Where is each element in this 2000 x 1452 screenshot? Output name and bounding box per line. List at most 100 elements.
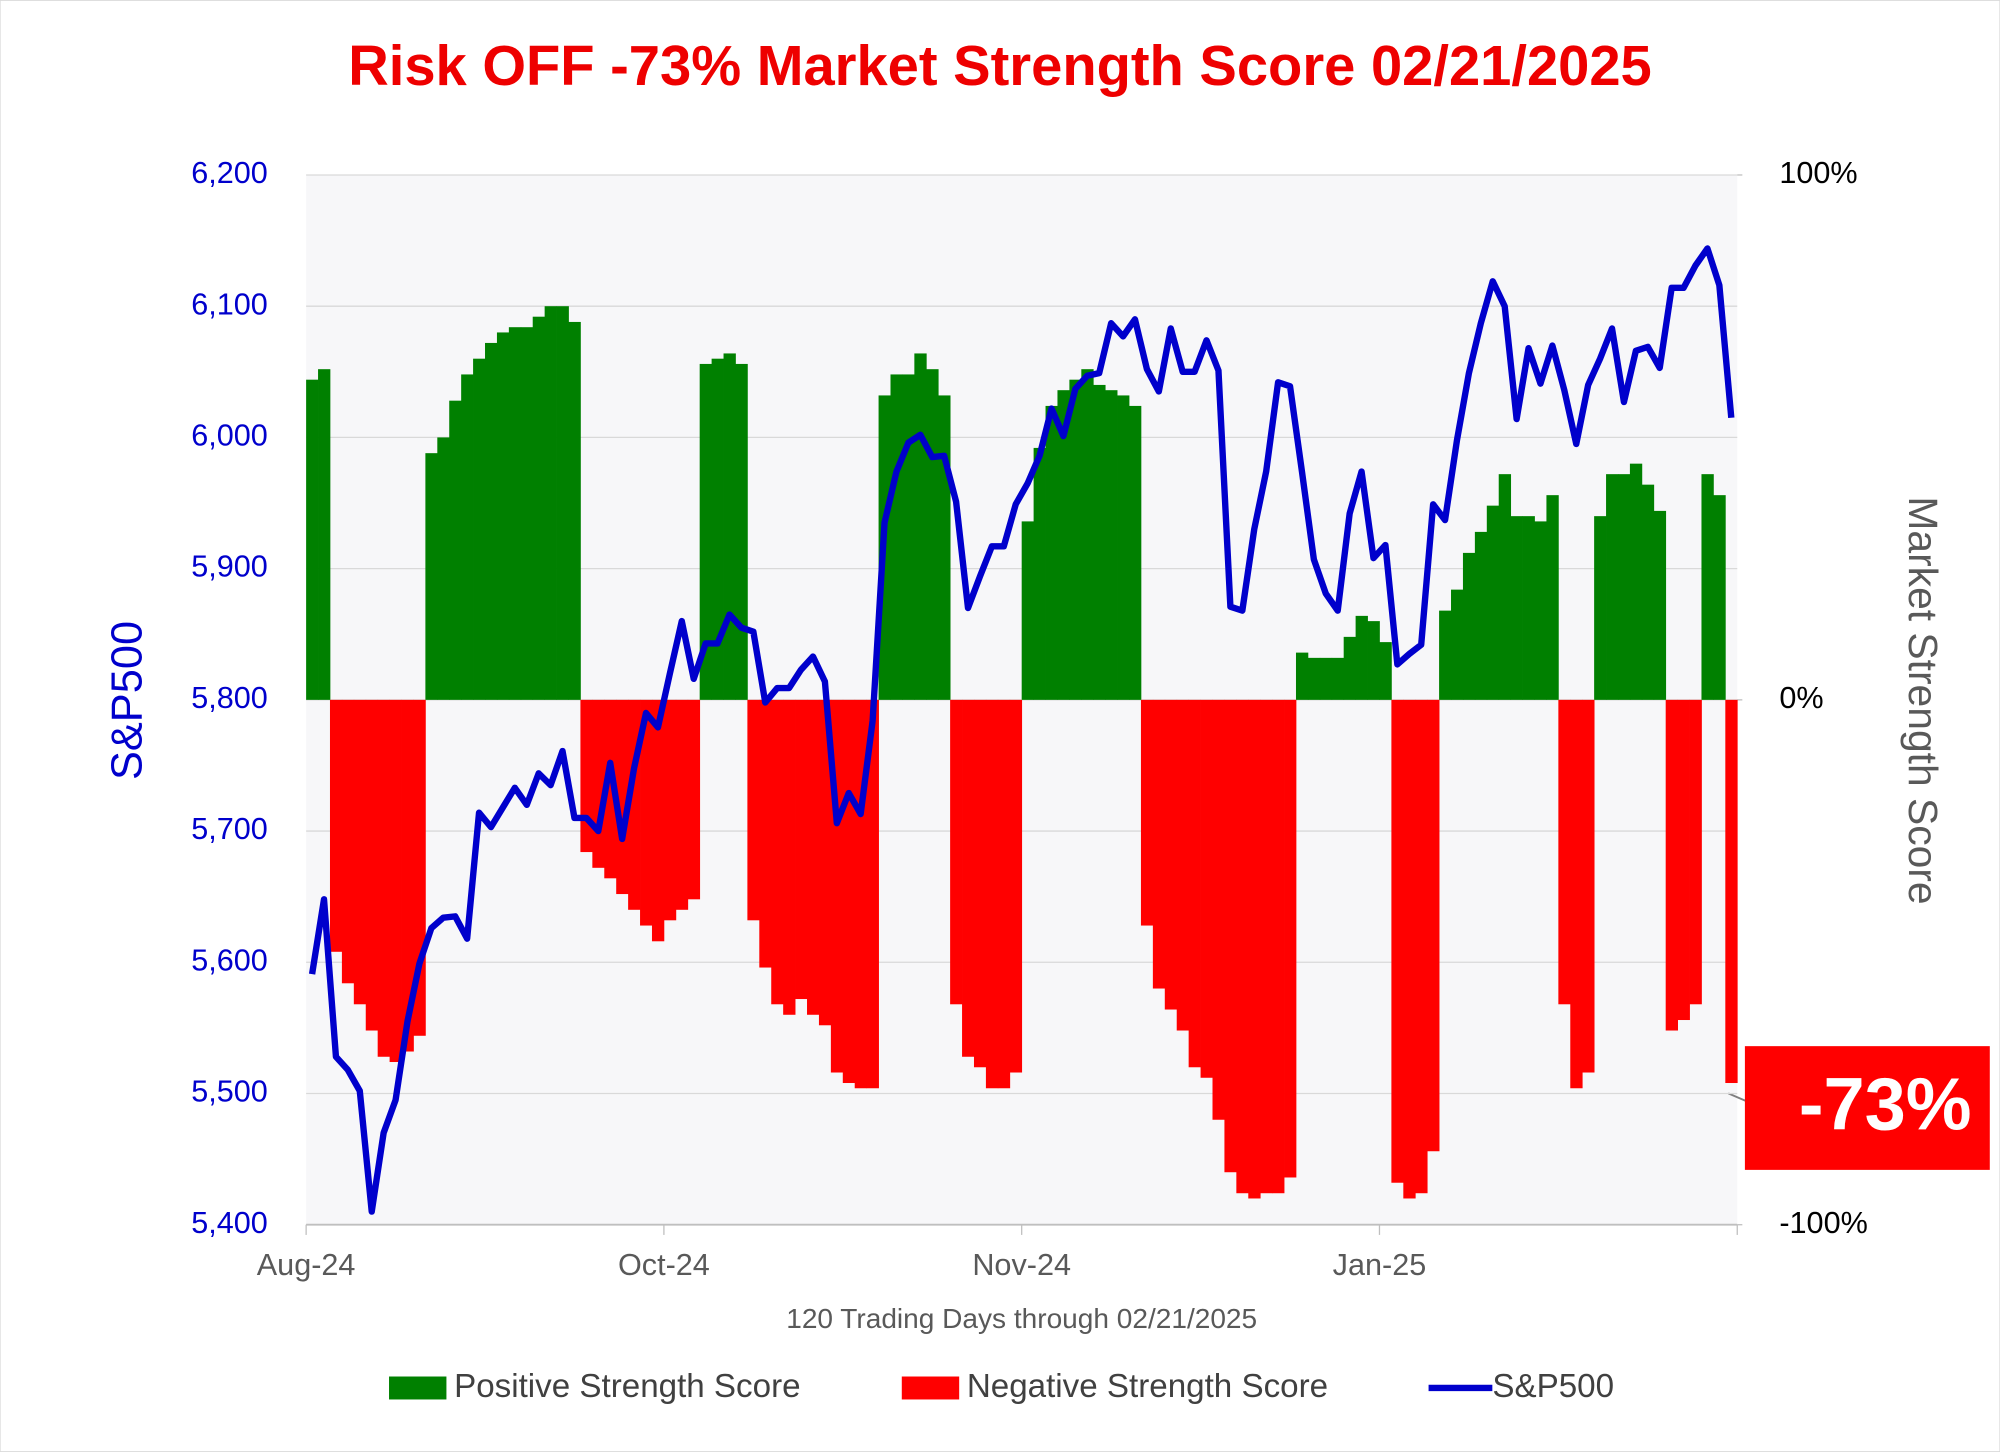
y-axis-label: S&P500 bbox=[104, 621, 152, 780]
bar bbox=[1725, 699, 1738, 1084]
bar bbox=[1176, 699, 1190, 1031]
bar bbox=[640, 699, 653, 926]
bar bbox=[461, 374, 474, 700]
bar bbox=[1522, 516, 1535, 700]
bar bbox=[1379, 642, 1392, 700]
bar bbox=[1439, 610, 1452, 700]
y-tick-label: 6,200 bbox=[191, 156, 268, 190]
bar bbox=[449, 400, 462, 700]
bar bbox=[711, 358, 724, 700]
bar bbox=[866, 699, 879, 1089]
bar bbox=[687, 699, 701, 900]
bar bbox=[1212, 699, 1225, 1120]
bar bbox=[437, 437, 450, 700]
legend-swatch bbox=[901, 1376, 960, 1400]
bar bbox=[1427, 699, 1440, 1152]
bar bbox=[1117, 395, 1130, 700]
bar bbox=[1188, 699, 1201, 1068]
bar bbox=[1510, 516, 1523, 700]
bar bbox=[1677, 699, 1690, 1021]
bar bbox=[663, 699, 677, 921]
y-tick-label: 5,400 bbox=[191, 1206, 268, 1240]
bar bbox=[962, 699, 975, 1057]
bar bbox=[1319, 657, 1333, 700]
bar bbox=[973, 699, 987, 1068]
y2-tick-label: -100% bbox=[1779, 1206, 1867, 1240]
bar bbox=[1498, 474, 1512, 700]
bar bbox=[1260, 699, 1273, 1194]
y-tick-label: 6,100 bbox=[191, 287, 268, 321]
bar bbox=[1546, 495, 1559, 700]
bar bbox=[1617, 474, 1631, 700]
bar bbox=[1200, 699, 1213, 1078]
legend-label: S&P500 bbox=[1492, 1368, 1614, 1405]
bar bbox=[473, 358, 486, 700]
bar bbox=[1009, 699, 1023, 1073]
bar bbox=[1486, 505, 1500, 700]
bar bbox=[580, 699, 593, 853]
bar bbox=[1713, 495, 1726, 700]
bar bbox=[401, 699, 414, 1052]
bar bbox=[902, 374, 915, 700]
bar bbox=[1653, 510, 1667, 700]
bar bbox=[1033, 447, 1046, 700]
bar bbox=[759, 699, 772, 968]
bar bbox=[341, 699, 355, 984]
legend-label: Negative Strength Score bbox=[967, 1368, 1328, 1405]
bar bbox=[1272, 699, 1285, 1194]
bar bbox=[1343, 636, 1356, 700]
bar bbox=[699, 363, 712, 700]
bar bbox=[353, 699, 367, 1005]
bar bbox=[1140, 699, 1154, 926]
bar bbox=[306, 379, 319, 700]
y-tick-label: 5,700 bbox=[191, 812, 268, 846]
bar bbox=[1701, 474, 1714, 700]
bar bbox=[1021, 521, 1034, 700]
x-tick-label: Aug-24 bbox=[257, 1248, 356, 1282]
bar bbox=[1689, 699, 1702, 1005]
bar bbox=[914, 353, 927, 700]
bar bbox=[485, 342, 498, 700]
bar bbox=[1236, 699, 1249, 1194]
bar bbox=[318, 369, 331, 700]
y2-axis-label: Market Strength Score bbox=[1900, 496, 1946, 904]
bar bbox=[1355, 615, 1368, 700]
bar bbox=[1629, 463, 1643, 700]
bar bbox=[1295, 652, 1309, 700]
bar bbox=[723, 353, 736, 700]
bar bbox=[568, 321, 581, 700]
bar bbox=[675, 699, 689, 910]
bar bbox=[807, 699, 820, 1015]
bar bbox=[747, 699, 760, 921]
bar bbox=[1582, 699, 1595, 1073]
x-tick-label: Jan-25 bbox=[1333, 1248, 1427, 1282]
bar bbox=[1367, 621, 1380, 700]
bar bbox=[365, 699, 379, 1031]
bar bbox=[1105, 390, 1118, 700]
y2-tick-label: 100% bbox=[1779, 156, 1857, 190]
bar bbox=[1057, 390, 1070, 700]
bar bbox=[651, 699, 665, 942]
bar bbox=[1224, 699, 1237, 1173]
y-tick-label: 5,800 bbox=[191, 681, 268, 715]
x-tick-label: Nov-24 bbox=[972, 1248, 1071, 1282]
bar bbox=[556, 306, 569, 700]
bar bbox=[1558, 699, 1571, 1005]
bar bbox=[985, 699, 999, 1089]
bar bbox=[1307, 657, 1321, 700]
bar bbox=[1069, 379, 1082, 700]
bar bbox=[735, 363, 748, 700]
bar bbox=[842, 699, 856, 1084]
bar bbox=[1152, 699, 1166, 989]
bar bbox=[1415, 699, 1428, 1194]
x-tick-label: Oct-24 bbox=[618, 1248, 710, 1282]
bar bbox=[1641, 484, 1655, 700]
bar bbox=[425, 453, 438, 700]
bar bbox=[1164, 699, 1178, 1010]
bar bbox=[938, 395, 951, 700]
bar bbox=[1391, 699, 1404, 1183]
bar bbox=[1474, 531, 1488, 700]
y-tick-label: 5,600 bbox=[191, 943, 268, 977]
